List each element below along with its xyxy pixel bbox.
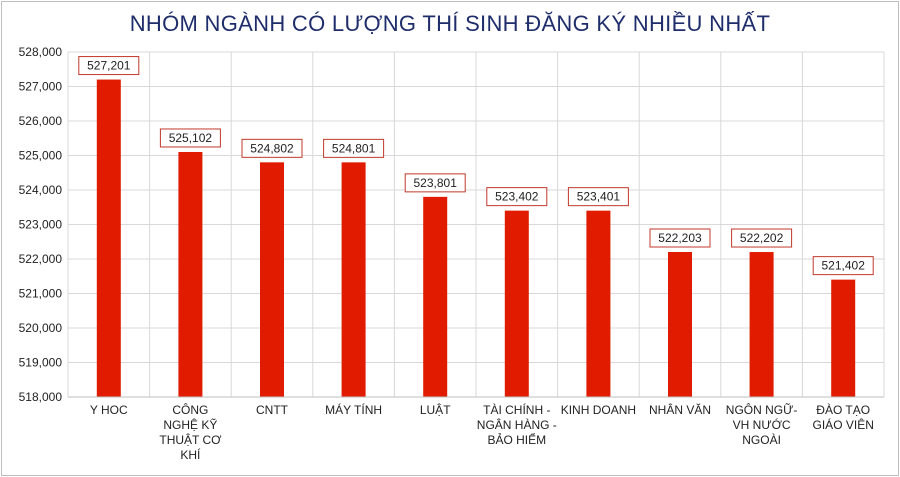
x-category-label: MÁY TÍNH bbox=[325, 402, 382, 417]
y-tick-label: 519,000 bbox=[19, 356, 63, 370]
x-category-line: NHÂN VĂN bbox=[649, 402, 711, 417]
data-label-group: 524,801 bbox=[323, 138, 385, 158]
x-category-label: NHÂN VĂN bbox=[649, 402, 711, 417]
data-label: 522,203 bbox=[658, 231, 702, 245]
x-category-label: LUẬT bbox=[420, 402, 451, 417]
data-label-box bbox=[731, 228, 793, 248]
x-category-line: ĐÀO TẠO bbox=[816, 402, 870, 417]
bar bbox=[178, 151, 203, 397]
data-label-group: 522,203 bbox=[649, 228, 711, 248]
x-category-label: CNTT bbox=[256, 403, 289, 417]
y-tick-label: 527,000 bbox=[19, 80, 63, 94]
bar bbox=[341, 162, 366, 397]
bar bbox=[586, 210, 611, 397]
x-category-line: BẢO HIỂM bbox=[487, 432, 546, 447]
data-label-box bbox=[649, 228, 711, 248]
data-label-box bbox=[159, 128, 221, 148]
x-category-label: KINH DOANH bbox=[561, 403, 636, 417]
x-category-line: NGÔN NGỮ- bbox=[726, 402, 798, 417]
data-label: 523,401 bbox=[577, 190, 621, 204]
data-label-group: 524,802 bbox=[241, 138, 303, 158]
x-category-line: THUẬT CƠ bbox=[159, 432, 222, 447]
data-label: 523,801 bbox=[414, 176, 458, 190]
data-label-group: 525,102 bbox=[159, 128, 221, 148]
data-label: 525,102 bbox=[169, 131, 213, 145]
x-category-line: CÔNG bbox=[172, 402, 208, 417]
data-label-group: 522,202 bbox=[731, 228, 793, 248]
x-category-line: GIÁO VIÊN bbox=[813, 417, 874, 432]
x-category-line: LUẬT bbox=[420, 402, 451, 417]
data-label-box bbox=[78, 56, 140, 76]
y-tick-label: 525,000 bbox=[19, 149, 63, 163]
y-tick-label: 528,000 bbox=[19, 45, 63, 59]
x-category-line: NGOÀI bbox=[742, 432, 781, 447]
data-label-group: 523,402 bbox=[486, 187, 548, 207]
data-label-group: 523,801 bbox=[404, 173, 466, 193]
data-label: 521,402 bbox=[822, 259, 866, 273]
bar bbox=[749, 252, 774, 397]
data-label-box bbox=[323, 138, 385, 158]
x-category-line: CNTT bbox=[256, 403, 289, 417]
x-category-line: KINH DOANH bbox=[561, 403, 636, 417]
x-category-line: KHÍ bbox=[180, 447, 201, 462]
y-tick-label: 520,000 bbox=[19, 321, 63, 335]
data-label: 527,201 bbox=[87, 59, 131, 73]
x-category-line: VH NƯỚC bbox=[733, 417, 791, 432]
data-label: 523,402 bbox=[495, 190, 539, 204]
data-label-box bbox=[404, 173, 466, 193]
y-tick-label: 521,000 bbox=[19, 287, 63, 301]
x-category-label: CÔNG NGHỆ KỸ THUẬT CƠ KHÍ bbox=[159, 402, 222, 462]
chart-title: NHÓM NGÀNH CÓ LƯỢNG THÍ SINH ĐĂNG KÝ NHI… bbox=[129, 11, 771, 36]
x-category-line: Y HOC bbox=[90, 403, 128, 417]
data-label-group: 527,201 bbox=[78, 56, 140, 76]
y-tick-label: 523,000 bbox=[19, 218, 63, 232]
y-tick-label: 526,000 bbox=[19, 114, 63, 128]
bar bbox=[423, 196, 448, 397]
data-label-group: 523,401 bbox=[567, 187, 629, 207]
data-label-box bbox=[486, 187, 548, 207]
x-category-line: NGÂN HÀNG - bbox=[477, 417, 557, 432]
data-label-box bbox=[567, 187, 629, 207]
x-category-label: Y HOC bbox=[90, 403, 128, 417]
x-category-line: MÁY TÍNH bbox=[325, 402, 382, 417]
x-category-label: ĐÀO TẠO GIÁO VIÊN bbox=[813, 402, 874, 432]
data-label: 524,802 bbox=[250, 141, 294, 155]
bar bbox=[96, 79, 121, 398]
data-label-group: 521,402 bbox=[812, 256, 874, 276]
x-category-line: NGHỆ KỸ bbox=[163, 417, 217, 432]
data-label-box bbox=[241, 138, 303, 158]
x-category-line: TÀI CHÍNH - bbox=[483, 402, 550, 417]
bar bbox=[668, 251, 692, 397]
y-tick-label: 522,000 bbox=[19, 252, 63, 266]
data-label: 524,801 bbox=[332, 141, 376, 155]
data-label: 522,202 bbox=[740, 231, 784, 245]
x-category-label: NGÔN NGỮ-VH NƯỚC NGOÀI bbox=[726, 402, 798, 447]
y-tick-label: 518,000 bbox=[19, 390, 63, 404]
bar bbox=[504, 210, 529, 397]
bar bbox=[260, 162, 284, 397]
bar bbox=[831, 279, 856, 397]
x-category-label: TÀI CHÍNH -NGÂN HÀNG -BẢO HIỂM bbox=[477, 402, 557, 447]
data-label-box bbox=[812, 256, 874, 276]
y-tick-label: 524,000 bbox=[19, 183, 63, 197]
